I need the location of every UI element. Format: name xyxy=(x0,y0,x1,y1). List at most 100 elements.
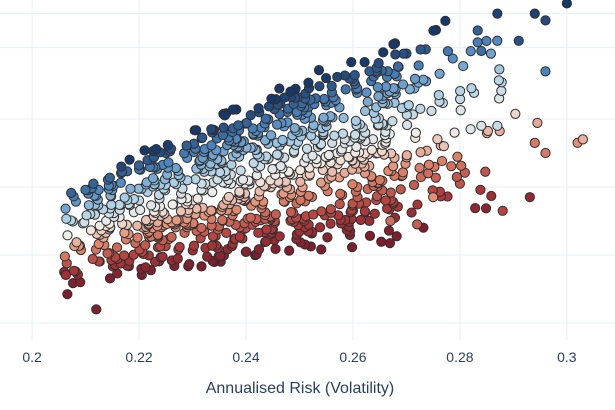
scatter-point xyxy=(380,195,391,206)
scatter-point xyxy=(472,37,483,48)
scatter-point xyxy=(270,209,281,220)
scatter-point xyxy=(364,230,376,241)
scatter-point xyxy=(415,147,426,158)
scatter-point xyxy=(115,177,126,188)
scatter-point xyxy=(218,122,229,133)
scatter-point xyxy=(88,178,99,189)
scatter-point xyxy=(449,127,460,138)
scatter-point xyxy=(139,145,150,156)
scatter-point xyxy=(373,91,384,102)
scatter-point xyxy=(284,245,295,256)
scatter-point xyxy=(157,251,168,262)
scatter-point xyxy=(347,179,358,190)
scatter-point xyxy=(275,160,286,172)
scatter-point xyxy=(319,93,330,105)
scatter-point xyxy=(245,110,256,121)
scatter-point xyxy=(332,71,343,83)
scatter-point xyxy=(540,66,551,77)
scatter-point xyxy=(476,120,487,131)
scatter-point xyxy=(577,134,589,145)
scatter-point xyxy=(285,207,297,218)
scatter-point xyxy=(233,120,244,131)
scatter-point xyxy=(346,57,357,68)
scatter-point xyxy=(451,171,462,183)
scatter-point xyxy=(442,46,453,57)
scatter-point xyxy=(372,82,383,93)
scatter-point xyxy=(175,206,187,217)
scatter-point xyxy=(472,25,483,36)
scatter-point xyxy=(261,236,272,247)
scatter-point xyxy=(401,150,412,161)
scatter-point xyxy=(227,104,239,115)
scatter-point xyxy=(434,68,445,79)
scatter-point xyxy=(81,210,92,221)
scatter-point xyxy=(196,261,207,272)
scatter-point xyxy=(359,57,370,68)
scatter-point xyxy=(91,304,102,315)
scatter-point xyxy=(219,110,230,121)
x-tick-label: 0.22 xyxy=(125,349,152,365)
scatter-point xyxy=(206,140,217,151)
scatter-point xyxy=(163,157,174,168)
scatter-point xyxy=(151,144,162,155)
scatter-point xyxy=(412,219,423,230)
scatter-point xyxy=(428,192,439,203)
scatter-point xyxy=(272,149,283,160)
scatter-point xyxy=(135,204,146,216)
scatter-point xyxy=(166,231,177,243)
scatter-point xyxy=(111,242,123,253)
scatter-point xyxy=(413,60,424,71)
scatter-point xyxy=(191,125,202,136)
scatter-point xyxy=(181,140,192,151)
scatter-point xyxy=(485,48,497,59)
scatter-point xyxy=(426,105,437,117)
scatter-point xyxy=(385,187,396,198)
scatter-point xyxy=(387,116,398,127)
scatter-point xyxy=(475,184,486,195)
scatter-point xyxy=(349,69,360,81)
scatter-point xyxy=(307,150,318,161)
scatter-point xyxy=(338,112,349,124)
scatter-point xyxy=(102,248,113,259)
scatter-point xyxy=(465,124,476,135)
scatter-point xyxy=(409,73,421,84)
scatter-point xyxy=(388,39,399,50)
scatter-point xyxy=(561,0,572,9)
scatter-point xyxy=(436,155,448,167)
scatter-point xyxy=(320,72,332,84)
scatter-point xyxy=(376,236,387,247)
scatter-point xyxy=(408,179,420,191)
scatter-point xyxy=(104,172,115,183)
scatter-point xyxy=(378,47,389,58)
scatter-point xyxy=(60,269,71,281)
scatter-point xyxy=(403,100,414,111)
scatter-point xyxy=(412,199,423,210)
scatter-point xyxy=(235,165,246,176)
scatter-point xyxy=(392,61,404,72)
scatter-point xyxy=(265,130,277,141)
x-axis-ticks: 0.2 0.22 0.24 0.26 0.28 0.3 xyxy=(22,349,576,365)
scatter-point xyxy=(482,125,494,137)
scatter-point xyxy=(492,35,503,46)
scatter-point xyxy=(322,232,333,243)
scatter-point xyxy=(241,246,252,257)
x-axis-title: Annualised Risk (Volatility) xyxy=(206,380,395,397)
scatter-point xyxy=(325,204,336,215)
scatter-point xyxy=(366,144,377,155)
scatter-point xyxy=(524,192,535,203)
scatter-point xyxy=(248,157,259,169)
scatter-point xyxy=(447,53,458,64)
scatter-point xyxy=(274,83,285,94)
scatter-point xyxy=(529,8,540,19)
scatter-point xyxy=(83,200,95,211)
x-tick-label: 0.24 xyxy=(232,349,259,365)
scatter-point xyxy=(125,183,136,194)
scatter-point xyxy=(68,265,80,276)
scatter-point xyxy=(171,215,182,226)
scatter-point xyxy=(146,200,157,211)
scatter-point xyxy=(492,8,503,19)
scatter-point xyxy=(383,225,395,236)
scatter-point xyxy=(221,227,232,238)
scatter-point xyxy=(391,231,402,242)
